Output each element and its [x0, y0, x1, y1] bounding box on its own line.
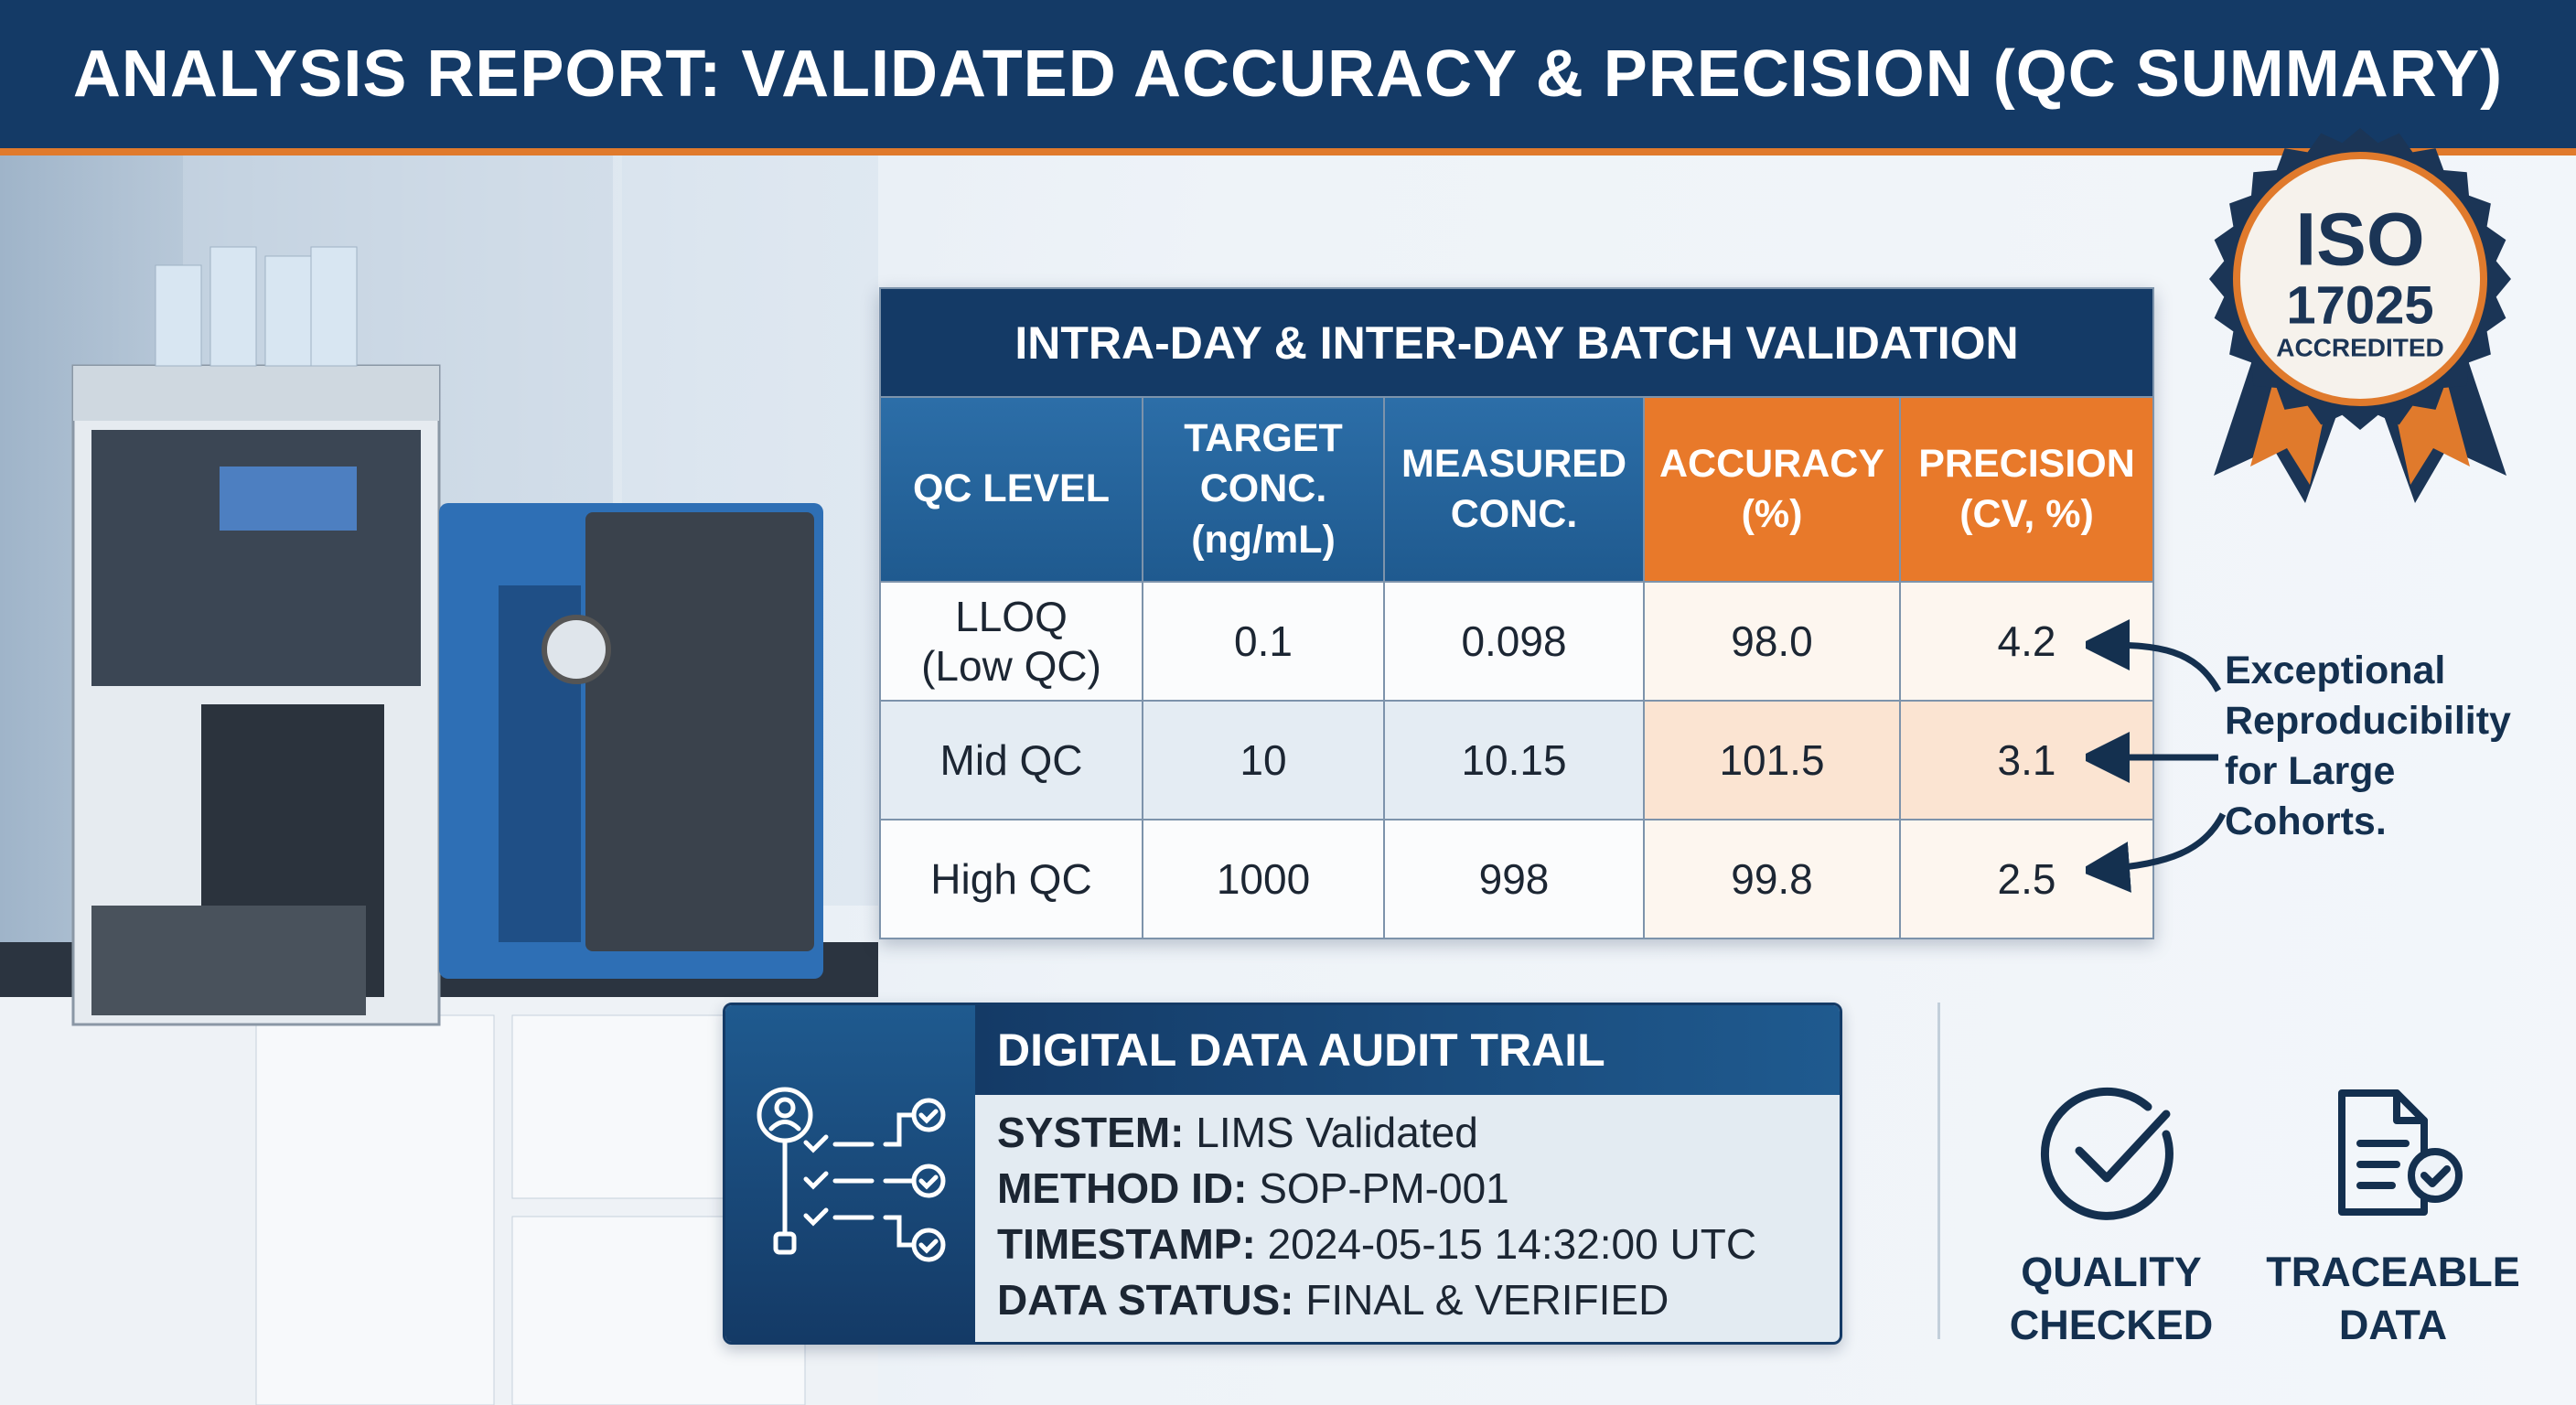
audit-label: TIMESTAMP:: [997, 1220, 1256, 1268]
audit-panel: DIGITAL DATA AUDIT TRAIL SYSTEM: LIMS Va…: [723, 1003, 1842, 1345]
table-cell: 10.15: [1383, 700, 1645, 820]
audit-item: METHOD ID: SOP-PM-001: [997, 1164, 1509, 1213]
table-cell: 99.8: [1643, 819, 1901, 939]
table-cell: 1000: [1142, 819, 1385, 939]
table-cell: LLOQ (Low QC): [879, 581, 1143, 702]
table-cell: 0.1: [1142, 581, 1385, 702]
annotation: Exceptional Reproducibility for Large Co…: [2225, 649, 2511, 844]
iso-badge: ISO 17025 ACCREDITED: [2209, 128, 2511, 503]
badge-iso: ISO: [2295, 198, 2424, 282]
divider: [1937, 1003, 1940, 1339]
audit-item: DATA STATUS: FINAL & VERIFIED: [997, 1275, 1669, 1325]
table-cell: High QC: [879, 819, 1143, 939]
header-title: ANALYSIS REPORT: VALIDATED ACCURACY & PR…: [0, 0, 2576, 148]
badge-label: TRACEABLE DATA: [2266, 1249, 2520, 1348]
audit-value: SOP-PM-001: [1259, 1164, 1509, 1212]
column-header: MEASURED CONC.: [1383, 396, 1645, 583]
badge-number: 17025: [2286, 275, 2433, 335]
audit-value: LIMS Validated: [1196, 1109, 1478, 1156]
qc-level: Mid QC: [939, 736, 1083, 784]
badge-accredited: ACCREDITED: [2276, 333, 2444, 361]
table-title: INTRA-DAY & INTER-DAY BATCH VALIDATION: [878, 287, 2155, 398]
column-header: ACCURACY (%): [1643, 396, 1901, 583]
audit-item: TIMESTAMP: 2024-05-15 14:32:00 UTC: [997, 1219, 1756, 1269]
lab-illustration: [0, 156, 878, 1405]
column-header: TARGET CONC. (ng/mL): [1142, 396, 1385, 583]
audit-label: DATA STATUS:: [997, 1276, 1294, 1324]
table-cell: 998: [1383, 819, 1645, 939]
audit-label: METHOD ID:: [997, 1164, 1248, 1212]
audit-title: DIGITAL DATA AUDIT TRAIL: [975, 1005, 1840, 1095]
audit-value: 2024-05-15 14:32:00 UTC: [1267, 1220, 1757, 1268]
header-rule: [0, 148, 2576, 156]
table-cell: 10: [1142, 700, 1385, 820]
qc-level: LLOQ (Low QC): [921, 593, 1101, 690]
table-cell: 101.5: [1643, 700, 1901, 820]
table-cell: 4.2: [1898, 581, 2155, 702]
qc-level: High QC: [930, 855, 1092, 903]
annotation-arrows: [2086, 619, 2227, 893]
badge-label: QUALITY CHECKED: [2009, 1249, 2214, 1348]
table-cell: 98.0: [1643, 581, 1901, 702]
column-header: QC LEVEL: [879, 396, 1143, 583]
audit-item: SYSTEM: LIMS Validated: [997, 1108, 1478, 1157]
audit-icon-panel: [725, 1005, 975, 1342]
table-cell: 0.098: [1383, 581, 1645, 702]
table-cell: Mid QC: [879, 700, 1143, 820]
audit-value: FINAL & VERIFIED: [1305, 1276, 1669, 1324]
quality-icon: [2040, 1087, 2174, 1220]
traceable-icon: [2338, 1089, 2463, 1216]
validation-table: INTRA-DAY & INTER-DAY BATCH VALIDATION Q…: [878, 287, 2155, 939]
column-header: PRECISION (CV, %): [1898, 396, 2155, 583]
audit-label: SYSTEM:: [997, 1109, 1185, 1156]
audit-icon: [757, 1087, 946, 1262]
